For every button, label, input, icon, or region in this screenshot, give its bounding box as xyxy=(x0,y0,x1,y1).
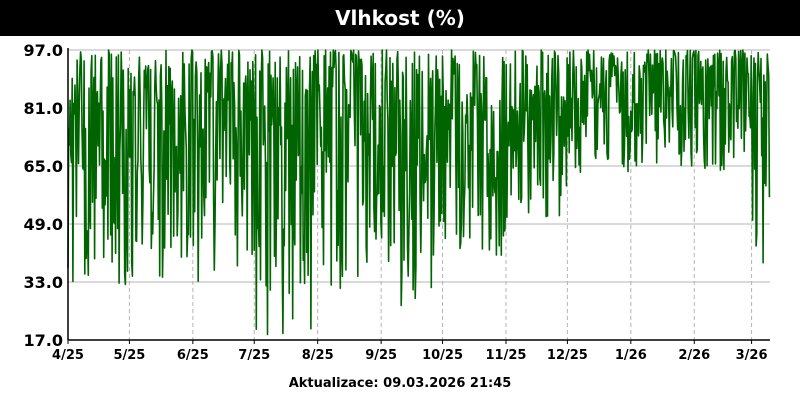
chart-title: Vlhkost (%) xyxy=(335,6,465,30)
x-tick-label: 9/25 xyxy=(365,348,397,363)
humidity-chart: 17.0 33.0 49.0 65.0 81.0 97.0 4/25 5/25 6/25 7/25… xyxy=(24,41,771,363)
y-tick-label: 65.0 xyxy=(24,157,63,176)
y-tick-label: 33.0 xyxy=(24,273,63,292)
humidity-series xyxy=(67,49,771,336)
x-tick-label: 8/25 xyxy=(302,348,334,363)
x-tick-label: 12/25 xyxy=(547,348,588,363)
x-tick-label: 6/25 xyxy=(177,348,209,363)
x-tick-label: 5/25 xyxy=(113,348,145,363)
grid xyxy=(67,49,770,341)
tick-labels: 17.0 33.0 49.0 65.0 81.0 97.0 4/25 5/25 6/25 7/25… xyxy=(24,41,768,363)
humidity-line xyxy=(67,49,771,336)
title-bar xyxy=(0,0,800,36)
x-tick-label: 1/26 xyxy=(615,348,647,363)
x-tick-label: 2/26 xyxy=(678,348,710,363)
axes xyxy=(67,48,770,344)
x-tick-label: 10/25 xyxy=(422,348,463,363)
update-timestamp: Aktualizace: 09.03.2026 21:45 xyxy=(288,376,512,391)
y-tick-label: 97.0 xyxy=(24,41,63,60)
y-tick-label: 49.0 xyxy=(24,215,63,234)
y-tick-label: 17.0 xyxy=(24,331,63,350)
x-tick-label: 4/25 xyxy=(52,348,84,363)
x-tick-label: 11/25 xyxy=(486,348,527,363)
x-tick-label: 3/26 xyxy=(736,348,768,363)
x-tick-label: 7/25 xyxy=(238,348,270,363)
y-tick-label: 81.0 xyxy=(24,99,63,118)
